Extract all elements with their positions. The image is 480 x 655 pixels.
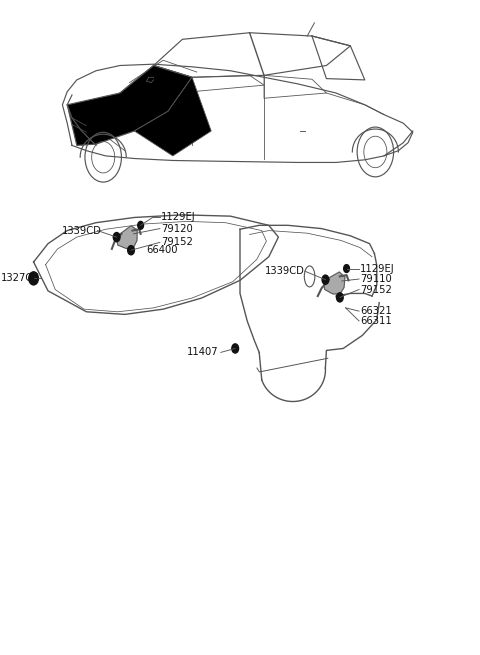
Circle shape: [113, 233, 120, 242]
Text: 66321: 66321: [360, 306, 392, 316]
Text: 1339CD: 1339CD: [61, 225, 101, 236]
Text: 79152: 79152: [360, 284, 392, 295]
Text: 79110: 79110: [360, 274, 392, 284]
Polygon shape: [67, 66, 192, 145]
Text: 1327CB: 1327CB: [1, 273, 40, 284]
Circle shape: [29, 272, 38, 285]
Polygon shape: [324, 272, 345, 294]
Circle shape: [336, 293, 343, 302]
Text: 1129EJ: 1129EJ: [360, 263, 395, 274]
Polygon shape: [134, 77, 211, 156]
Text: 79120: 79120: [161, 223, 192, 234]
Text: 1339CD: 1339CD: [265, 266, 305, 276]
Text: 11407: 11407: [187, 347, 218, 358]
Circle shape: [232, 344, 239, 353]
Circle shape: [322, 275, 329, 284]
Circle shape: [138, 221, 144, 229]
Polygon shape: [116, 226, 137, 248]
Text: 79152: 79152: [161, 237, 192, 248]
Text: 66400: 66400: [146, 245, 178, 255]
Circle shape: [344, 265, 349, 272]
Circle shape: [128, 246, 134, 255]
Text: 66311: 66311: [360, 316, 392, 326]
Text: 1129EJ: 1129EJ: [161, 212, 195, 223]
